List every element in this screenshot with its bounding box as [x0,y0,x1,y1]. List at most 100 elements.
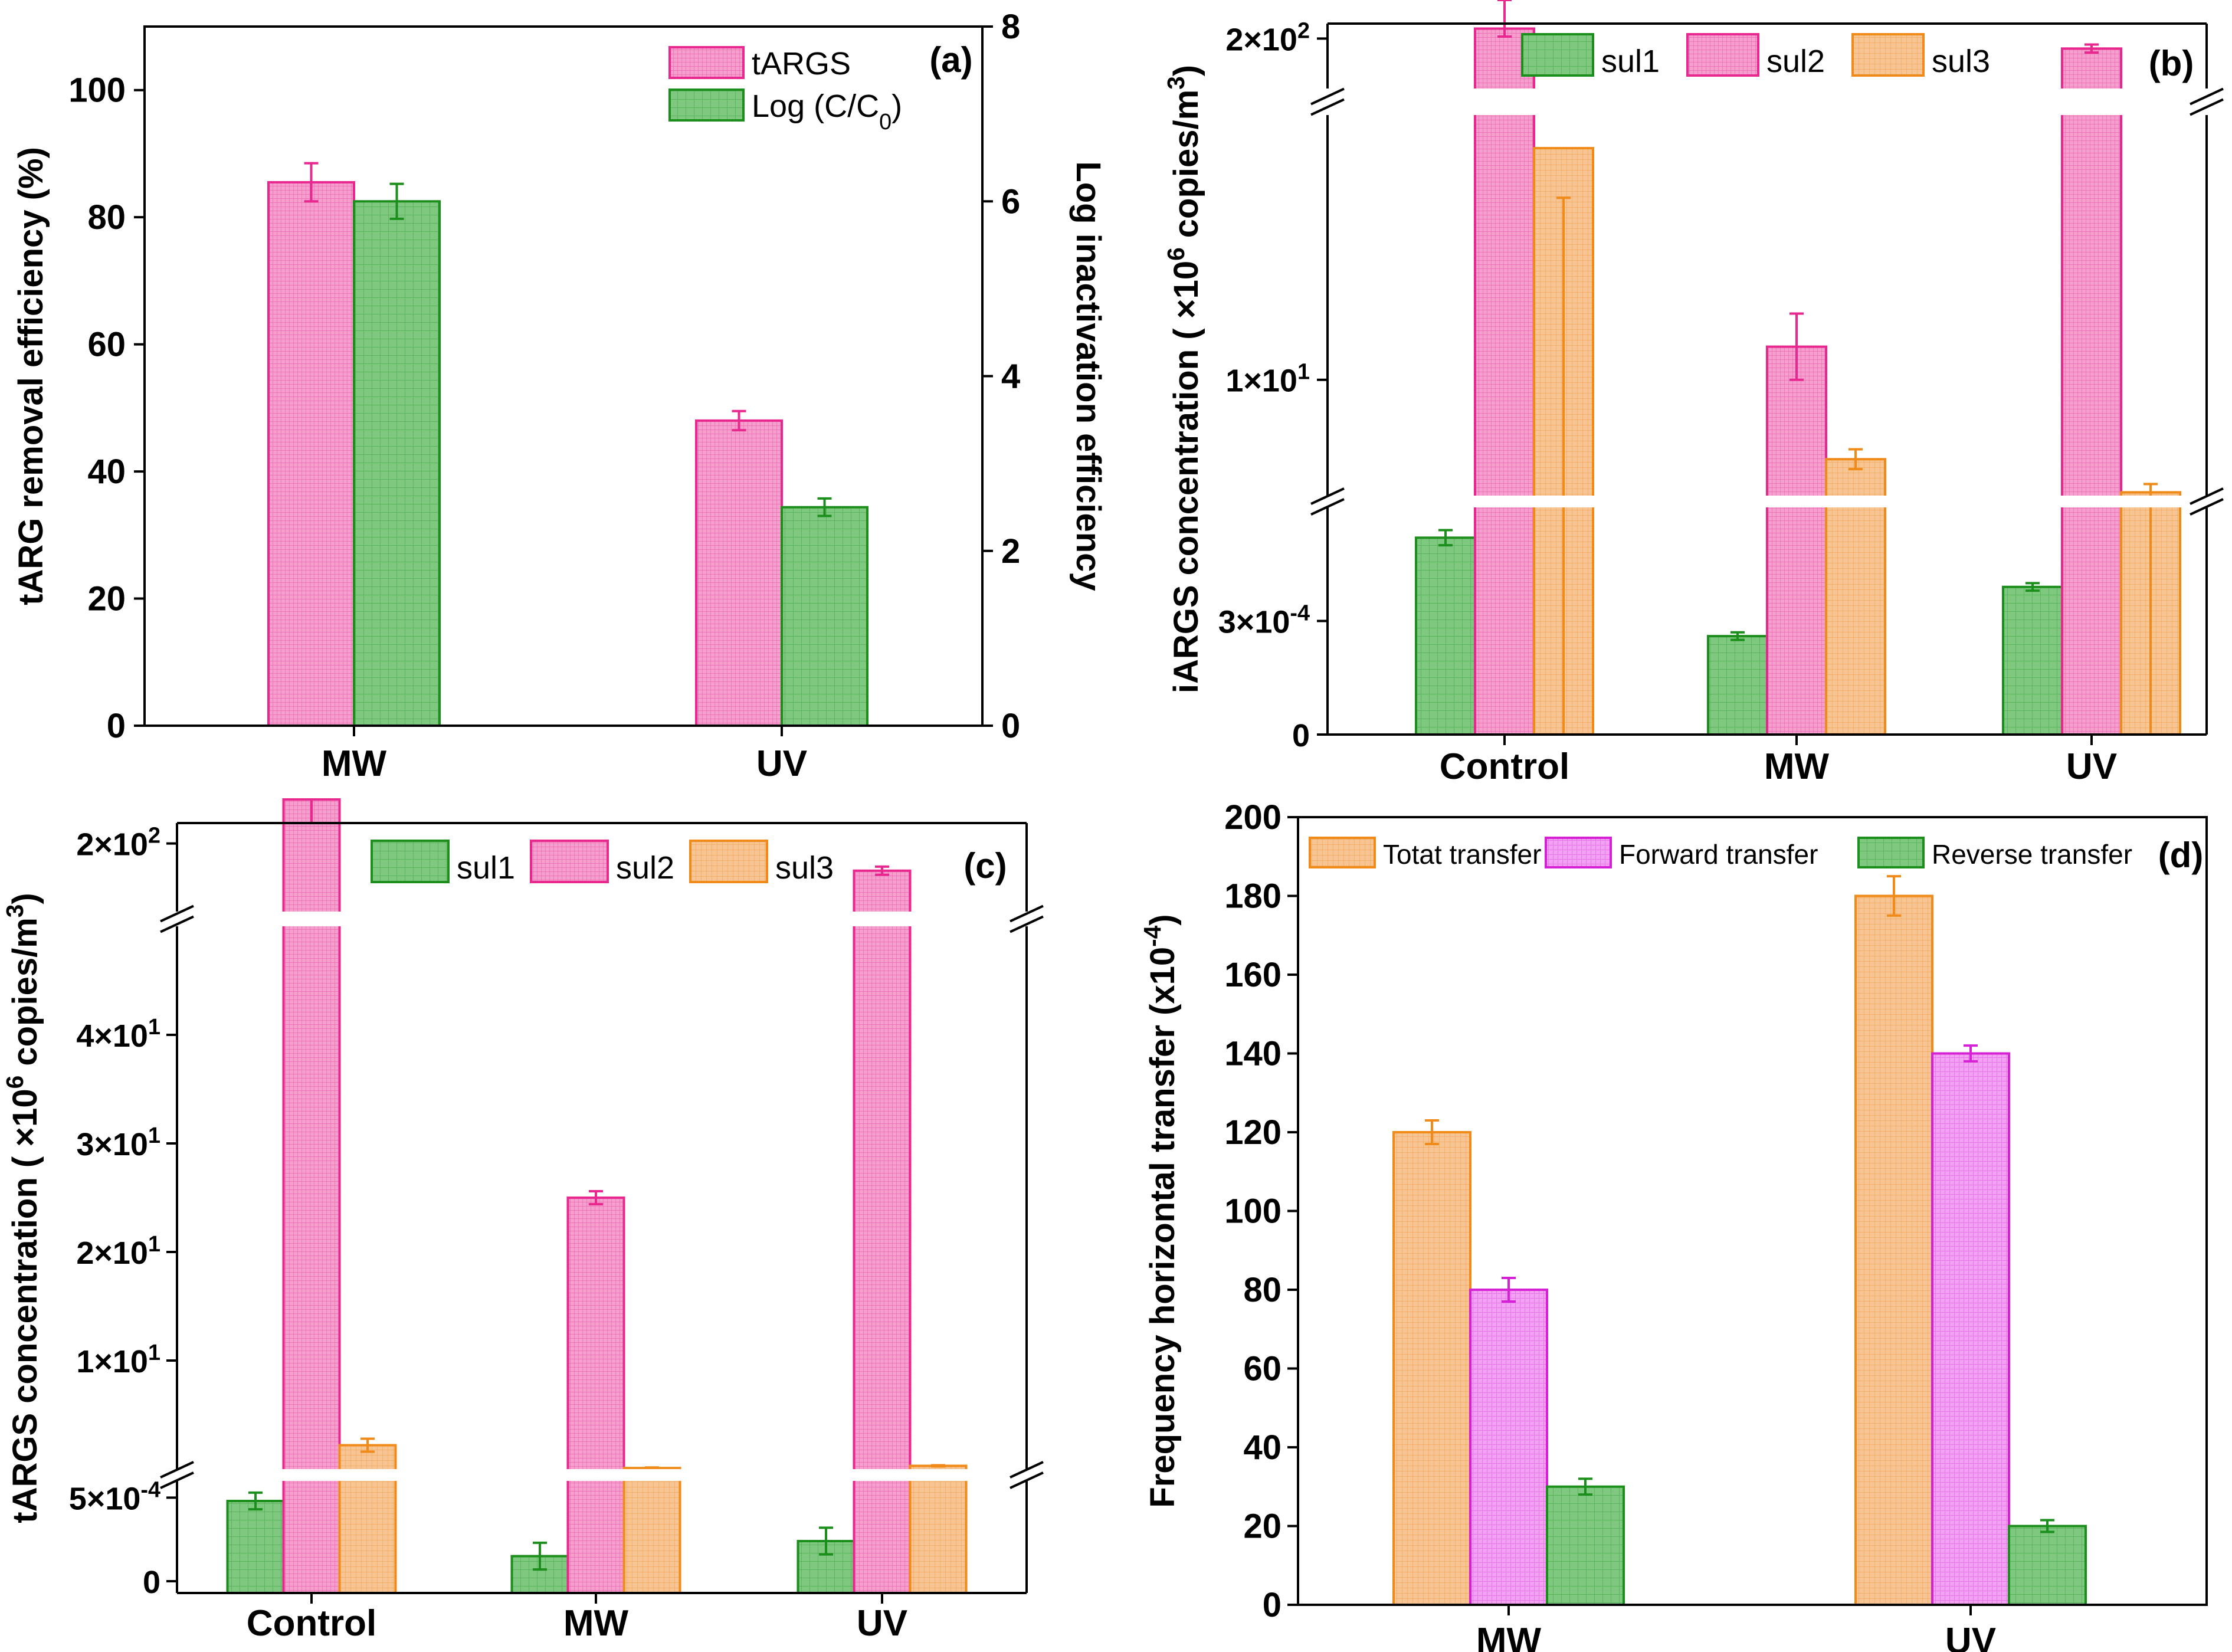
legend-sul3: sul3 [689,840,834,886]
axis-break-mark [1010,904,1044,933]
error-bar [1578,1477,1592,1496]
bar-sul1-mw [1707,635,1768,736]
bar-totat-transfer-mw [1392,1131,1471,1606]
error-bar [2025,582,2040,592]
y-tick-label: 2×102 [1225,18,1310,57]
legend-log-label: Log (C/C0) [752,88,902,135]
plot-frame [176,822,1028,1594]
legend-sul3-swatch [1851,33,1925,77]
legend-sul2: sul2 [530,840,674,886]
axis-break-mark [2190,487,2224,516]
y-tick-label: 60 [1243,1350,1281,1388]
legend-log-swatch [668,88,745,122]
y-tick-label: 3×10-4 [1218,601,1310,640]
axis-break-mark [160,904,194,933]
y-tick-label: 0 [107,707,126,745]
y-tick-label: 3×101 [76,1123,160,1162]
y-tick-label: 2×102 [76,824,160,863]
x-category-label: MW [1764,746,1830,787]
bar-sul1-control [1415,536,1476,736]
panel-b: 0 3×10-4 1×101 2×102 Control MW UV iARGS concen… [1162,0,2224,787]
legend-sul2-label: sul2 [616,850,674,886]
y-axis-label: Frequency horizontal transfer (x10-4) [1139,914,1182,1507]
legend-reverse-transfer-label: Reverse transfer [1932,839,2132,870]
bar-log-c-c0--uv [781,506,868,727]
error-bar [819,1526,833,1556]
y-tick-label: 40 [87,453,126,491]
error-bar [589,1189,603,1206]
y-tick-label: 180 [1224,877,1281,916]
error-bar [1438,529,1453,547]
axis-break-gap [172,1469,1031,1481]
bar-sul1-control [226,1500,285,1594]
y-tick-label: 5×10-4 [69,1477,160,1516]
error-bar [1789,312,1804,381]
error-bar [1497,0,1512,38]
bar-forward-transfer-mw [1469,1289,1548,1606]
axis-break-gap [172,912,1031,926]
axis-break-gap [1323,496,2211,507]
x-category-label: MW [1476,1621,1542,1652]
legend-sul3-swatch [689,840,768,883]
legend-sul1-label: sul1 [1601,44,1660,79]
bar-targs-uv [695,419,783,727]
legend-targs-label: tARGS [752,46,851,81]
y-tick-label: 2×101 [76,1232,160,1271]
legend-sul1-swatch [371,840,450,883]
bar-sul3-control [338,1444,397,1595]
bar-reverse-transfer-uv [2008,1525,2087,1606]
error-bar [360,1437,375,1453]
y-tick-label: 200 [1224,798,1281,837]
legend-sul2-swatch [1686,33,1759,77]
legend-targs-swatch [668,46,745,79]
panel-label: (d) [2158,835,2204,875]
bar-targs-mw [267,181,355,727]
error-bar [2084,43,2099,54]
bar-log-c-c0--mw [353,200,441,727]
panel-label: (b) [2149,44,2194,83]
axis-break-mark [1010,1461,1044,1489]
error-bar [1887,875,1901,917]
legend-reverse-transfer-swatch [1857,837,1925,868]
error-bar [645,1466,659,1470]
error-bar [1425,1119,1439,1146]
error-bar [817,497,832,517]
y2-axis-label: Log inactivation efficiency [1069,161,1107,591]
y-tick-label: 120 [1224,1113,1281,1152]
y-tick-label: 140 [1224,1035,1281,1073]
legend-sul1-label: sul1 [457,850,515,886]
legend-total-transfer-label: Totat transfer [1383,839,1541,870]
legend-total-transfer: Totat transfer [1309,837,1541,870]
axis-break-mark [160,1461,194,1489]
panel-label: (c) [963,846,1007,886]
bar-forward-transfer-uv [1931,1052,2010,1606]
y-tick-label: 80 [87,198,126,237]
error-bar [1730,631,1745,641]
bar-totat-transfer-uv [1854,894,1933,1606]
legend-total-transfer-swatch [1309,837,1376,868]
y-tick-label: 100 [68,71,126,110]
y2-tick-label: 8 [1001,8,1020,46]
legend-forward-transfer: Forward transfer [1545,837,1818,870]
y2-tick-label: 6 [1001,182,1020,221]
error-bar [875,865,889,876]
axis-break-mark [2190,87,2224,116]
panel-label: (a) [929,40,972,80]
x-category-label: Control [247,1603,376,1644]
bar-sul2-uv [853,869,912,1594]
y-axis-label: tARGS concentration ( ×106 copies/m3) [1,893,44,1523]
x-category-label: UV [2066,746,2117,787]
legend-sul3-label: sul3 [1932,44,1990,79]
axis-break-mark [1310,487,1345,516]
bar-sul2-uv [2061,47,2122,736]
error-bar [304,162,319,203]
legend-log: Log (C/C0) [668,88,902,135]
error-bar [389,182,404,220]
bar-sul2-mw [1766,345,1827,736]
legend-sul1: sul1 [371,840,515,886]
bar-sul3-uv [909,1464,968,1594]
panel-a: 0 20 40 60 80 100 0 2 4 6 8 MW UV tARG removal effici… [12,8,1107,784]
error-bar [931,1464,945,1468]
legend-sul2-label: sul2 [1766,44,1825,79]
